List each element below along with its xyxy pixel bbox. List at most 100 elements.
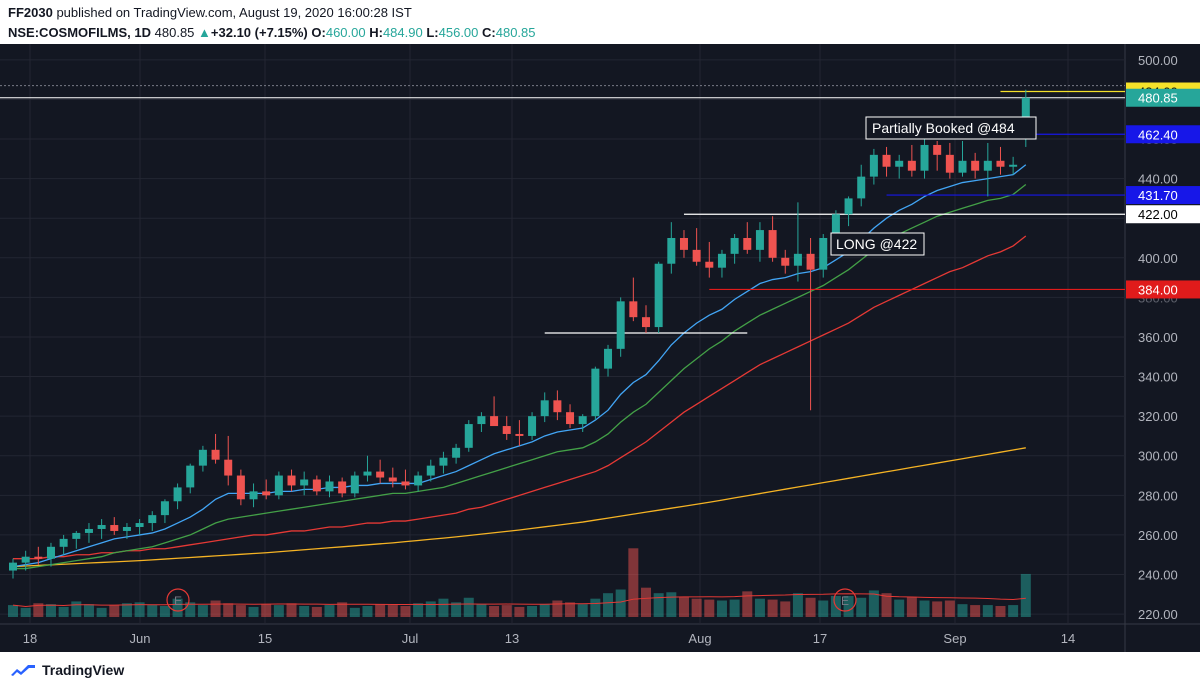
volume-bar: [425, 601, 436, 617]
candle: [173, 483, 182, 510]
candle: [312, 475, 321, 496]
volume-bar: [691, 598, 702, 617]
volume-bar: [71, 601, 82, 617]
volume-bar: [577, 604, 588, 617]
volume-bar: [83, 604, 94, 617]
candle-body: [388, 477, 397, 482]
candle-body: [363, 471, 372, 476]
candle: [933, 140, 942, 171]
candle-body: [540, 400, 549, 417]
last-price: 480.85: [154, 25, 195, 40]
candle-body: [376, 471, 385, 478]
time-tick-label: Sep: [943, 631, 966, 646]
volume-bar: [362, 606, 373, 617]
price-level-label: 480.85: [1138, 91, 1178, 106]
volume-bar: [451, 602, 462, 617]
price-tick-label: 340.00: [1138, 370, 1178, 385]
volume-bar: [400, 606, 411, 617]
candle: [46, 542, 55, 567]
candle-body: [350, 475, 359, 494]
candle-body: [211, 449, 220, 460]
volume-bar: [476, 604, 487, 617]
volume-bar: [172, 598, 183, 617]
candle: [907, 144, 916, 177]
volume-bar: [868, 590, 879, 617]
candle: [869, 148, 878, 185]
published-text: published on TradingView.com, August 19,…: [56, 5, 412, 20]
symbol-name[interactable]: NSE:COSMOFILMS, 1D: [8, 25, 152, 40]
volume-bar: [96, 607, 107, 617]
candle-body: [110, 525, 119, 531]
candle: [274, 471, 283, 500]
annotation-partially-booked: Partially Booked @484: [872, 120, 1015, 136]
candle-body: [274, 475, 283, 496]
candle: [376, 459, 385, 484]
candle-body: [933, 144, 942, 155]
price-tick-label: 280.00: [1138, 488, 1178, 503]
volume-bar: [514, 606, 525, 617]
candle: [34, 546, 43, 565]
candle-body: [262, 491, 271, 496]
earnings-marker-label: E: [174, 594, 182, 608]
candle-body: [173, 487, 182, 502]
volume-bar: [780, 601, 791, 617]
candle-body: [515, 433, 524, 436]
volume-bar: [704, 599, 715, 617]
volume-bar: [856, 597, 867, 617]
candle: [566, 404, 575, 429]
volume-bar: [881, 593, 892, 617]
volume-bar: [552, 600, 563, 617]
candle: [540, 392, 549, 423]
volume-bar: [438, 598, 449, 617]
annotation-box: [865, 116, 1037, 140]
candle-body: [642, 317, 650, 328]
candle-body: [59, 538, 68, 547]
candle-body: [945, 154, 954, 173]
candle-body: [958, 160, 967, 173]
time-tick-label: Jun: [130, 631, 151, 646]
low-label: L:: [426, 25, 439, 40]
candle-body: [819, 237, 828, 270]
candle-body: [160, 501, 169, 516]
volume-bar: [742, 591, 753, 617]
time-tick-label: 18: [23, 631, 37, 646]
volume-bar: [678, 596, 689, 617]
grid: [0, 44, 1125, 624]
candle-body: [528, 416, 537, 436]
candle-body: [312, 479, 321, 492]
volume-bar: [147, 605, 158, 617]
candle-body: [667, 237, 676, 264]
volume-bar: [489, 606, 500, 617]
publisher-name[interactable]: FF2030: [8, 5, 53, 20]
price-chart[interactable]: Partially Booked @484 LONG @422 E E 220.00 24…: [0, 44, 1200, 652]
candle-body: [781, 257, 790, 266]
volume-bar: [8, 605, 18, 617]
candle: [971, 152, 980, 179]
tradingview-brand[interactable]: TradingView: [10, 662, 124, 678]
time-tick-label: Aug: [688, 631, 711, 646]
volume-bar: [248, 606, 259, 617]
candle: [819, 234, 828, 278]
volume-bar: [1008, 605, 1019, 617]
price-tick-label: 360.00: [1138, 330, 1178, 345]
candle-body: [9, 562, 17, 571]
publish-info: FF2030 published on TradingView.com, Aug…: [8, 5, 412, 20]
candle: [363, 455, 372, 482]
candle: [844, 196, 853, 227]
price-tick-label: 260.00: [1138, 528, 1178, 543]
candle-body: [135, 523, 144, 528]
candle: [793, 202, 802, 282]
candle-body: [439, 457, 448, 466]
volume-bar: [767, 599, 778, 617]
volume-bar: [286, 603, 297, 617]
volume-bar: [641, 587, 651, 617]
candle-body: [224, 459, 233, 476]
high-value: 484.90: [382, 25, 423, 40]
volume-bar: [349, 607, 360, 617]
volume-bar: [729, 599, 740, 617]
candle: [882, 146, 891, 177]
time-tick-label: 14: [1061, 631, 1075, 646]
volume-bar: [818, 600, 829, 617]
candle: [958, 140, 967, 177]
candle: [59, 534, 68, 555]
